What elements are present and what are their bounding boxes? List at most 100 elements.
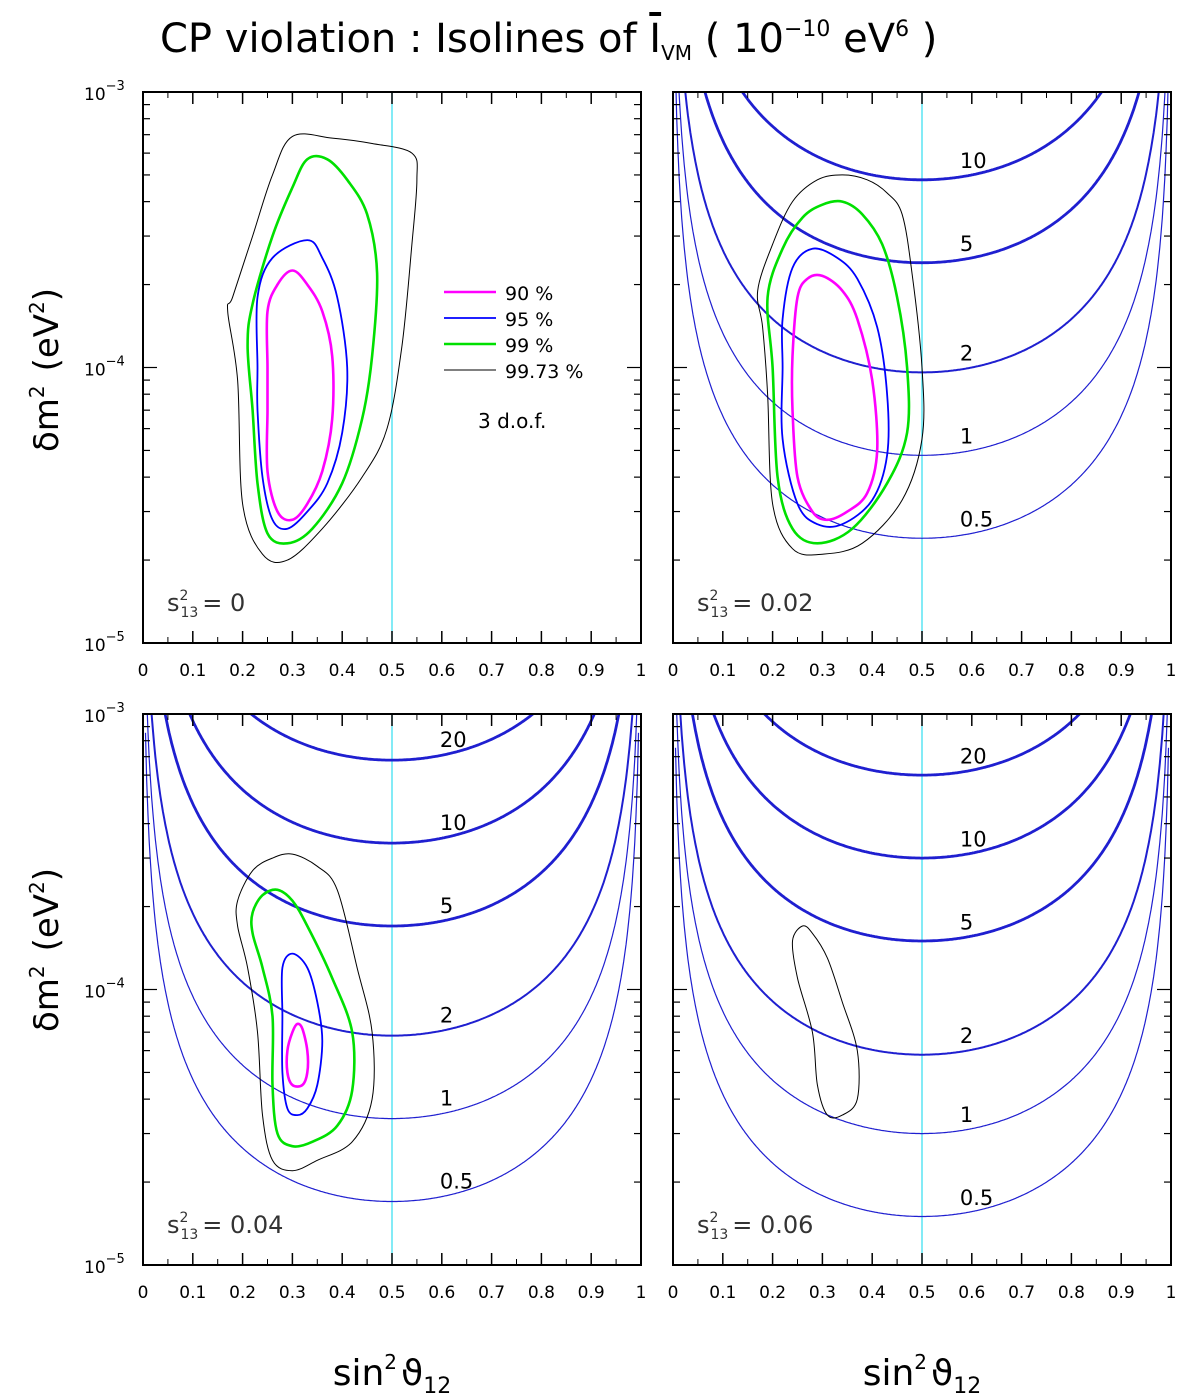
x-tick-label: 0.5 xyxy=(378,1283,405,1303)
panel-bottom-left: 0.5 1 2 5 10 20 0 0.1 0.2 0.3 0.4 0.5 0.6 0.7 0.8 0.9 1 1… xyxy=(84,701,647,1303)
x-tick-label: 0.7 xyxy=(478,661,505,681)
xlabel-right-sup: 2 xyxy=(914,1350,927,1374)
isoline-10 xyxy=(740,92,1104,182)
x-tick-label: 0.9 xyxy=(578,1283,605,1303)
y-tick-label: 10−3 xyxy=(84,701,125,727)
isoline-label-10: 10 xyxy=(960,149,987,173)
x-tick-label: 0.3 xyxy=(279,661,306,681)
x-tick-label: 1 xyxy=(636,1283,647,1303)
title-subscript: VM xyxy=(661,41,692,65)
x-tick-label: 0.1 xyxy=(709,661,736,681)
x-tick-label: 0.3 xyxy=(809,1283,836,1303)
ylabel-bottom-unit-sup: 2 xyxy=(25,881,49,894)
x-tick-label: 0 xyxy=(138,661,149,681)
s13-label: s2 13 = 0 xyxy=(167,588,245,621)
isoline-1 xyxy=(676,714,1168,1135)
x-tick-label: 0.1 xyxy=(709,1283,736,1303)
xlabel-left-sup: 2 xyxy=(384,1350,397,1374)
xlabel-right-theta: ϑ xyxy=(931,1353,953,1394)
x-tick-label: 0.4 xyxy=(859,661,886,681)
title-units-mid: eV xyxy=(830,16,895,62)
legend-label-9973: 99.73 % xyxy=(505,361,584,383)
x-tick-label: 0.9 xyxy=(578,661,605,681)
isoline-20 xyxy=(762,714,1082,777)
isoline-label-10: 10 xyxy=(440,811,467,835)
isoline-0.5 xyxy=(675,92,1169,539)
legend-label-99: 99 % xyxy=(505,335,553,357)
ylabel-top-sup: 2 xyxy=(25,385,49,398)
ylabel-top-unit: (eV xyxy=(27,314,67,371)
isoline-10 xyxy=(188,714,596,845)
s13-label: s2 13 = 0.06 xyxy=(697,1210,813,1243)
legend-label-90: 90 % xyxy=(505,283,553,305)
s13-label: s2 13 = 0.04 xyxy=(167,1210,283,1243)
isoline-label-2: 2 xyxy=(960,342,973,366)
x-tick-label: 0 xyxy=(138,1283,149,1303)
title-units-close: ) xyxy=(909,16,937,62)
isoline-1 xyxy=(678,92,1166,456)
title-prefix: CP violation : Isolines of xyxy=(160,16,649,62)
x-tick-label: 0.6 xyxy=(958,1283,985,1303)
x-tick-label: 0.6 xyxy=(958,661,985,681)
x-tick-label: 0 xyxy=(668,1283,679,1303)
contour-c9973 xyxy=(791,925,860,1119)
contour-c9973 xyxy=(756,174,925,556)
s13-label: s2 13 = 0.02 xyxy=(697,588,813,621)
x-tick-label: 0.2 xyxy=(229,661,256,681)
ylabel-top: δm2(eV2) xyxy=(25,288,67,452)
isoline-0.5 xyxy=(144,732,640,1203)
x-tick-label: 1 xyxy=(1166,661,1177,681)
contour-c95 xyxy=(780,247,890,528)
x-tick-label: 0.3 xyxy=(809,661,836,681)
isoline-2 xyxy=(150,714,634,1037)
title-units-exp2: 6 xyxy=(895,17,909,42)
x-tick-label: 0.9 xyxy=(1108,661,1135,681)
x-tick-label: 0.8 xyxy=(528,1283,555,1303)
isoline-5 xyxy=(691,714,1153,943)
contour-c90 xyxy=(265,269,335,522)
contour-c95 xyxy=(255,239,349,531)
title-symbol: I xyxy=(649,16,661,62)
isoline-label-1: 1 xyxy=(960,1103,973,1127)
xlabel-right-sub: 12 xyxy=(953,1374,981,1399)
x-tick-label: 0.8 xyxy=(528,661,555,681)
contour-c90 xyxy=(285,1022,310,1088)
xlabel-left-theta: ϑ xyxy=(401,1353,423,1394)
isoline-label-0.5: 0.5 xyxy=(960,508,993,532)
y-tick-label: 10−5 xyxy=(84,1252,125,1278)
panel-top-left: 0 0.1 0.2 0.3 0.4 0.5 0.6 0.7 0.8 0.9 1 10−3 10−4 10−… xyxy=(84,79,646,681)
y-tick-label: 10−4 xyxy=(84,977,125,1003)
isoline-label-5: 5 xyxy=(960,910,973,934)
isoline-label-2: 2 xyxy=(440,1004,453,1028)
x-tick-label: 0.7 xyxy=(1008,661,1035,681)
x-tick-label: 0.4 xyxy=(329,1283,356,1303)
isoline-20 xyxy=(248,714,536,762)
isoline-5 xyxy=(163,714,621,928)
x-tick-label: 0.2 xyxy=(229,1283,256,1303)
xlabel-left: sin2 ϑ12 xyxy=(333,1350,452,1399)
contour-c99 xyxy=(246,154,379,545)
panel-bottom-right: 0.5 1 2 5 10 20 0 0.1 0.2 0.3 0.4 0.5 0.6 0.7 0.8 0.9 1 s… xyxy=(668,713,1177,1303)
isoline-label-5: 5 xyxy=(960,232,973,256)
isoline-2 xyxy=(679,714,1165,1056)
x-tick-label: 0.5 xyxy=(908,1283,935,1303)
x-tick-label: 0.4 xyxy=(859,1283,886,1303)
x-tick-label: 1 xyxy=(1166,1283,1177,1303)
x-tick-label: 0.7 xyxy=(478,1283,505,1303)
x-tick-label: 0 xyxy=(668,661,679,681)
isoline-label-0.5: 0.5 xyxy=(960,1186,993,1210)
contour-c99 xyxy=(250,888,356,1148)
isoline-label-2: 2 xyxy=(960,1024,973,1048)
y-tick-label: 10−4 xyxy=(84,355,125,381)
x-tick-label: 0.7 xyxy=(1008,1283,1035,1303)
isoline-label-5: 5 xyxy=(440,894,453,918)
isoline-1 xyxy=(146,714,638,1120)
panel-top-right: 0.5 1 2 5 10 0 0.1 0.2 0.3 0.4 0.5 0.6 0.7 0.8 0.9 1 s2 1… xyxy=(668,91,1177,681)
y-tick-label: 10−3 xyxy=(84,79,125,105)
ylabel-bottom-unit: (eV xyxy=(27,894,67,951)
isoline-label-1: 1 xyxy=(960,425,973,449)
ylabel-top-unit-sup: 2 xyxy=(25,301,49,314)
xlabel-left-sub: 12 xyxy=(423,1374,451,1399)
x-tick-label: 0.8 xyxy=(1058,1283,1085,1303)
